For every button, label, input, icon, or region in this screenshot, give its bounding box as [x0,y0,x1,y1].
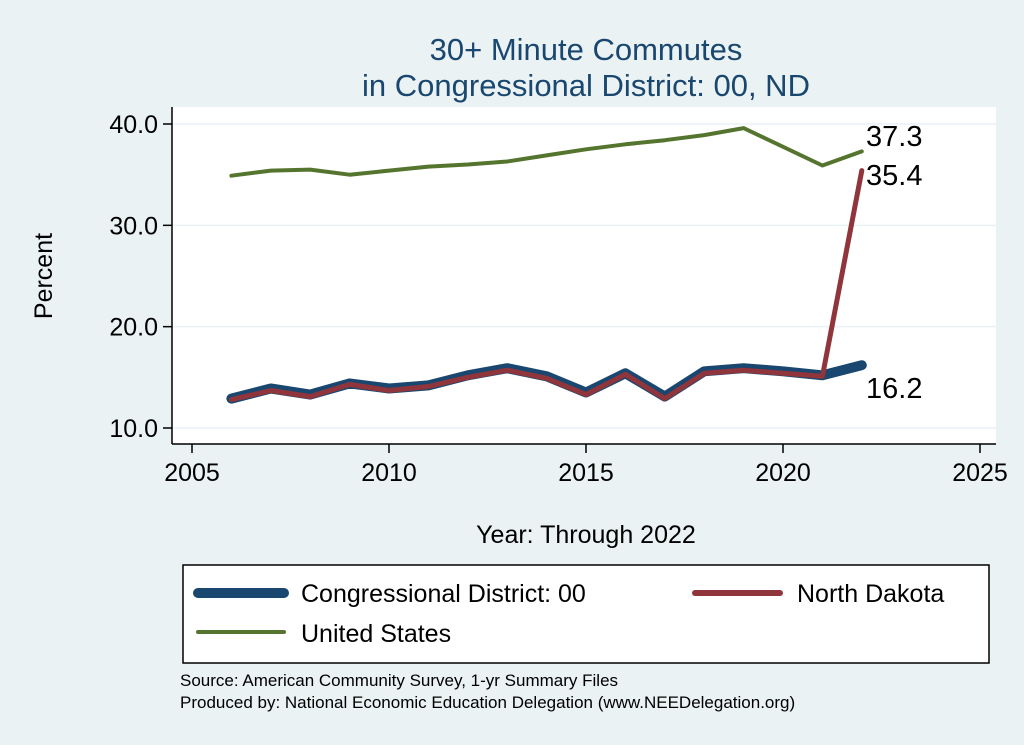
x-tick-label: 2015 [558,459,614,487]
axis-layer: 10.0 20.0 30.0 40.0 2005 2010 2015 2020 2025 [109,111,1007,487]
chart-title-line-1: 30+ Minute Commutes [430,32,743,67]
end-label-north-dakota: 35.4 [866,160,922,192]
legend-label-north-dakota: North Dakota [797,580,944,608]
chart-title-line-2: in Congressional District: 00, ND [362,68,810,103]
y-tick-label: 30.0 [109,212,158,240]
y-tick-label: 20.0 [109,314,158,342]
y-tick-label: 40.0 [109,111,158,139]
x-axis-title: Year: Through 2022 [476,521,696,549]
x-tick-label: 2025 [952,459,1008,487]
x-tick-label: 2005 [164,459,220,487]
grid-layer [172,123,996,429]
y-tick-label: 10.0 [109,415,158,443]
series-line-north-dakota [228,168,865,403]
legend-label-congressional-district: Congressional District: 00 [301,580,586,608]
source-note: Source: American Community Survey, 1-yr … [180,671,618,690]
end-label-united-states: 37.3 [866,121,922,153]
legend-label-united-states: United States [301,620,451,648]
legend: Congressional District: 00 North Dakota … [182,564,990,664]
produced-by-note: Produced by: National Economic Education… [180,693,795,712]
x-tick-label: 2010 [361,459,417,487]
series-layer [226,126,867,404]
series-line-united-states [229,126,864,178]
y-axis-title: Percent [30,233,58,319]
legend-box [182,564,990,664]
x-tick-label: 2020 [755,459,811,487]
end-label-congressional-district: 16.2 [866,373,922,405]
